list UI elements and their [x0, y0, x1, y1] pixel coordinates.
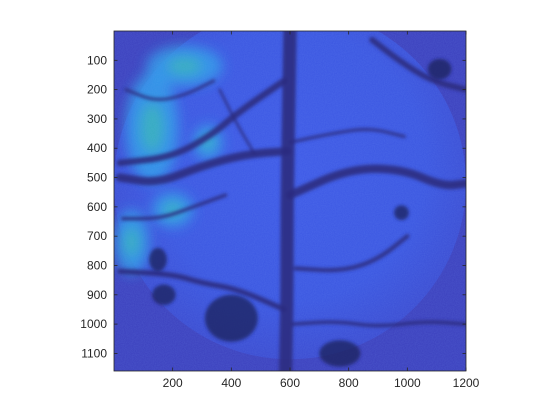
x-tick-label: 400	[221, 376, 241, 390]
vessels	[115, 31, 466, 371]
y-tick-label: 300	[87, 112, 107, 126]
dark-blob	[427, 58, 452, 80]
vessel	[369, 36, 466, 93]
x-tick-label: 600	[280, 376, 300, 390]
y-tick-label: 100	[87, 53, 107, 67]
x-tick-label: 200	[163, 376, 183, 390]
y-tick-label: 1100	[81, 346, 107, 360]
y-tick-label: 900	[87, 288, 107, 302]
vessel	[288, 128, 406, 144]
vessel	[115, 147, 292, 186]
vessel	[124, 79, 216, 101]
y-tick-label: 1000	[80, 317, 107, 331]
heatmap-image	[114, 31, 466, 371]
dark-blobs	[149, 58, 452, 367]
vessel	[116, 77, 288, 167]
dark-blob	[149, 247, 167, 272]
y-tick-label: 400	[87, 141, 107, 155]
axis-ticks: 200 400 600 800 1000 1200 100 200 300 400 500 600 70…	[80, 31, 480, 390]
dark-blob	[319, 340, 361, 367]
y-tick-label: 700	[87, 229, 107, 243]
x-tick-label: 1000	[394, 376, 421, 390]
y-tick-label: 600	[87, 200, 107, 214]
x-tick-label: 800	[339, 376, 359, 390]
vessel	[117, 268, 287, 313]
dark-blob	[152, 284, 176, 306]
vessel	[285, 164, 466, 200]
dark-blob	[394, 205, 409, 221]
vessel	[279, 31, 297, 371]
dark-blob	[204, 294, 258, 342]
y-tick-label: 200	[87, 83, 107, 97]
x-tick-label: 1200	[453, 376, 480, 390]
vessel	[121, 193, 228, 221]
vessel	[291, 320, 466, 328]
vessel	[218, 88, 256, 156]
y-tick-label: 800	[87, 258, 107, 272]
y-tick-label: 500	[87, 171, 107, 185]
vessel	[293, 234, 410, 273]
